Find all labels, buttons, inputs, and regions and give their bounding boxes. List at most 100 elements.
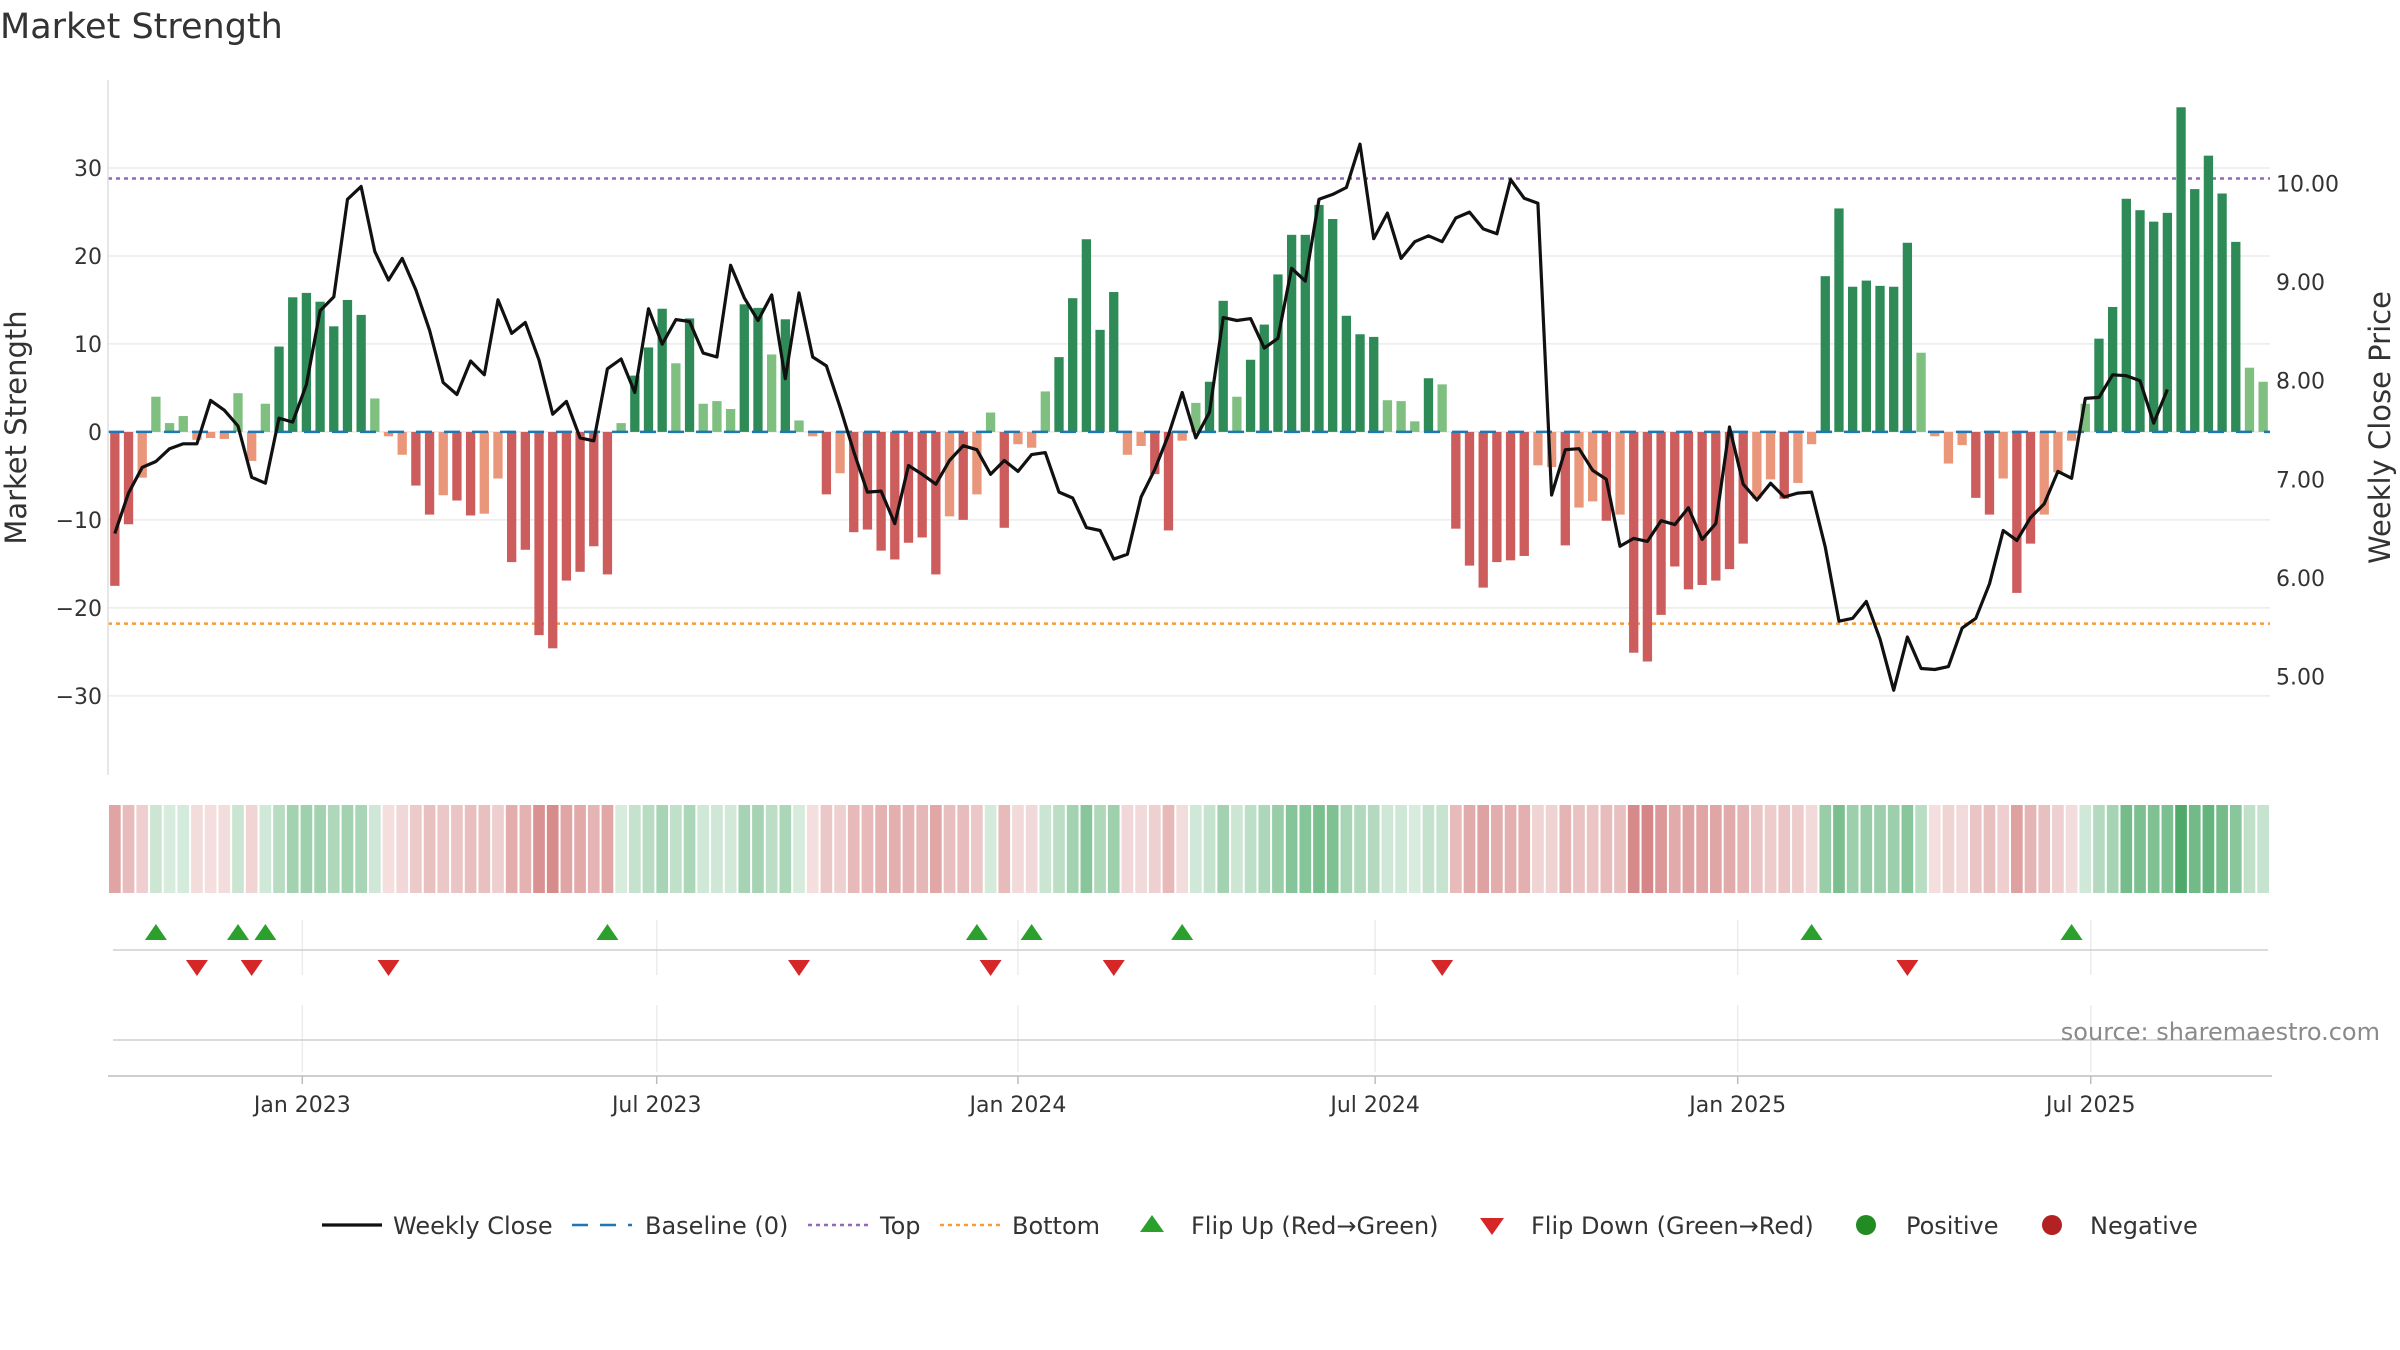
strength-strip-cell xyxy=(2011,805,2023,893)
strength-strip-cell xyxy=(1641,805,1654,893)
strength-bar xyxy=(205,431,216,439)
strength-strip-cell xyxy=(1573,805,1585,893)
strength-strip-cell xyxy=(1792,805,1804,893)
strength-strip-cell xyxy=(820,805,833,893)
strength-strip-cell xyxy=(1518,805,1531,893)
y-left-tick-label: −10 xyxy=(56,509,102,534)
strength-strip-cell xyxy=(1668,805,1681,893)
strength-strip-cell xyxy=(875,805,887,893)
strength-bar xyxy=(1505,431,1516,561)
strength-bar xyxy=(1875,285,1885,432)
chart-title: Market Strength xyxy=(0,7,283,47)
strength-bar xyxy=(315,301,325,432)
strength-bar xyxy=(835,431,845,474)
strength-bar xyxy=(507,431,517,563)
strength-bar xyxy=(548,431,558,649)
strength-strip-cell xyxy=(2079,805,2092,893)
strength-bar xyxy=(1437,384,1447,432)
strength-bar xyxy=(1191,402,1201,432)
strength-bar xyxy=(1286,234,1297,432)
strength-bar xyxy=(1314,204,1324,432)
flip-down-marker xyxy=(979,960,1002,976)
strength-bar xyxy=(944,431,955,517)
strength-strip-cell xyxy=(574,805,586,893)
strength-strip-cell xyxy=(1039,805,1052,893)
strength-strip-cell xyxy=(314,805,326,893)
strength-bar xyxy=(383,431,394,437)
strength-bar xyxy=(1232,396,1242,432)
x-tick-label: Jul 2025 xyxy=(2044,1093,2136,1118)
x-axis: Jan 2023 Jul 2023 Jan 2024 Jul 2024 Jan 2025… xyxy=(108,920,2272,1118)
strength-bar xyxy=(1765,431,1776,480)
strength-strip-cell xyxy=(1532,805,1544,893)
legend-item: Positive xyxy=(1856,1212,1999,1240)
strength-bar xyxy=(1382,400,1393,432)
legend-label: Weekly Close xyxy=(393,1212,553,1240)
legend-label: Flip Up (Red→Green) xyxy=(1191,1212,1439,1240)
strength-strip-cell xyxy=(1203,805,1216,893)
strength-bar xyxy=(1806,431,1817,445)
strength-strip-cell xyxy=(1778,805,1791,893)
strength-bar xyxy=(1136,431,1146,446)
strength-bar xyxy=(110,431,120,586)
strength-bar xyxy=(1122,431,1133,455)
strength-bar xyxy=(2080,403,2090,432)
strength-bar xyxy=(534,431,544,636)
strength-bar xyxy=(465,431,476,516)
strength-strip-cell xyxy=(1559,805,1572,893)
strength-bar xyxy=(657,308,667,432)
legend-item: Weekly Close xyxy=(322,1212,553,1240)
strength-bar xyxy=(1423,378,1434,432)
strength-strip-cell xyxy=(2188,805,2201,893)
strength-strip-cell xyxy=(998,805,1011,893)
strength-strip-cell xyxy=(259,805,272,893)
strength-strip-cell xyxy=(1025,805,1038,893)
flip-up-marker xyxy=(1171,924,1194,940)
flip-down-marker xyxy=(377,960,400,976)
strength-bar xyxy=(1574,431,1584,508)
flip-up-marker xyxy=(226,924,249,940)
strength-bar xyxy=(739,304,749,432)
strength-bar xyxy=(561,431,572,581)
strength-strip-cell xyxy=(2024,805,2037,893)
strength-strip-cell xyxy=(628,805,641,893)
strength-bar xyxy=(753,307,763,432)
legend-negative-icon xyxy=(2042,1215,2062,1235)
strength-strip-cell xyxy=(150,805,162,893)
strength-bar xyxy=(1820,276,1830,432)
strength-strip-cell xyxy=(327,805,340,893)
strength-bar xyxy=(1546,431,1557,468)
strength-strip-cell xyxy=(191,805,203,893)
strength-bar xyxy=(1218,300,1228,432)
strength-bar xyxy=(1943,431,1954,464)
strength-bar xyxy=(219,431,229,439)
legend-flip-up-icon xyxy=(1140,1215,1164,1232)
strength-strip-cell xyxy=(1231,805,1243,893)
strength-bar xyxy=(288,297,298,432)
strength-bar xyxy=(602,431,613,575)
strength-bar xyxy=(2162,212,2173,432)
strength-strip-cell xyxy=(2038,805,2051,893)
y-left-tick-label: 0 xyxy=(88,421,102,446)
strength-bar xyxy=(370,398,380,432)
strength-strip-cell xyxy=(1696,805,1708,893)
legend-label: Top xyxy=(879,1212,921,1240)
strength-bar xyxy=(1560,431,1570,546)
strength-bar xyxy=(1971,431,1981,498)
flip-down-marker xyxy=(185,960,208,976)
strength-bar xyxy=(917,431,927,538)
strength-strip-cell xyxy=(930,805,942,893)
strength-bar xyxy=(233,393,243,432)
strength-bar xyxy=(329,326,339,432)
strength-strip-cell xyxy=(957,805,970,893)
strength-strip-cell xyxy=(1313,805,1325,893)
y-left-tick-label: 30 xyxy=(74,157,102,182)
strength-strip-cell xyxy=(1956,805,1968,893)
strength-strip-cell xyxy=(1915,805,1927,893)
strength-strip-cell xyxy=(1381,805,1394,893)
strength-strip-cell xyxy=(738,805,751,893)
strength-bar xyxy=(725,409,736,432)
strength-bar xyxy=(247,431,257,461)
strength-bar xyxy=(985,412,996,432)
legend-item: Baseline (0) xyxy=(572,1212,788,1240)
